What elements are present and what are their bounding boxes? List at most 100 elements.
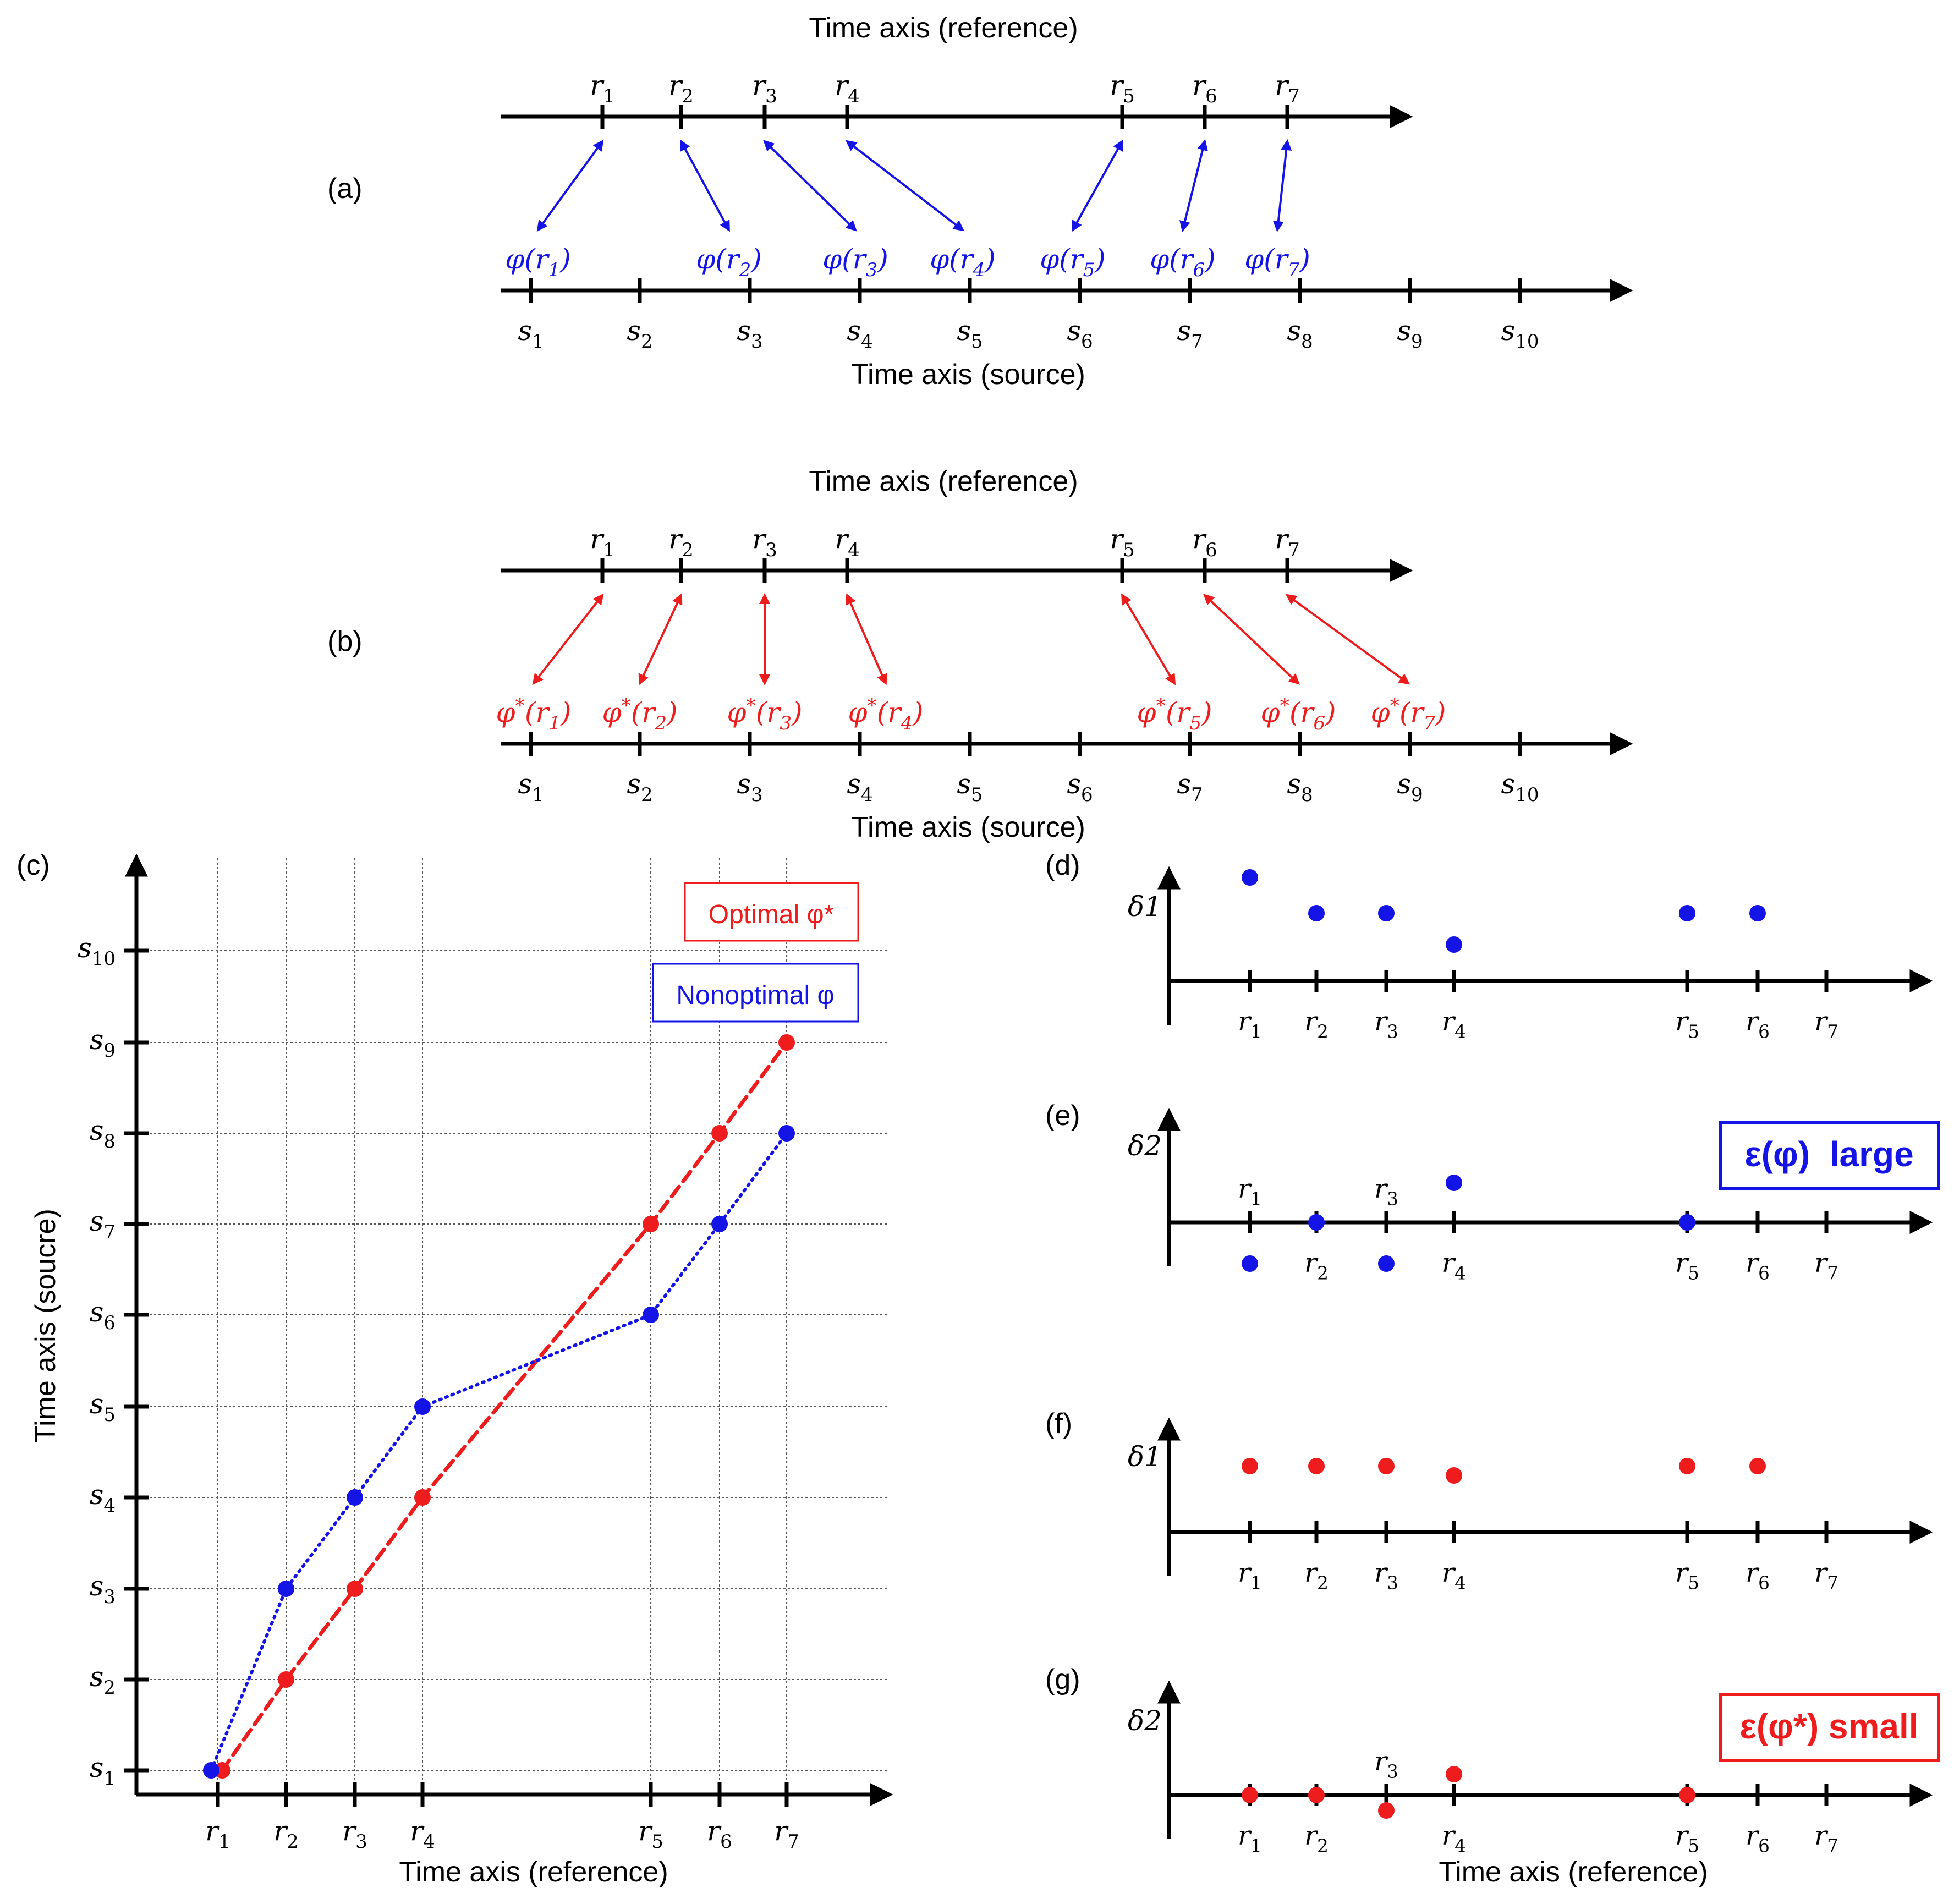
e-point bbox=[1308, 1214, 1325, 1231]
panel-label-d: (d) bbox=[1045, 849, 1080, 881]
optimal-path-line bbox=[220, 1040, 789, 1773]
b-src-tick-label: s5 bbox=[957, 768, 983, 806]
a-mapping-label: φ(r7) bbox=[1244, 243, 1310, 281]
panel-label-a: (a) bbox=[327, 173, 363, 205]
error-small-box bbox=[1719, 1693, 1940, 1762]
a-mapping-label: φ(r3) bbox=[822, 243, 888, 281]
a-src-tick-label: s4 bbox=[847, 315, 872, 353]
optimal-point bbox=[643, 1216, 659, 1232]
d-tick-label: r3 bbox=[1374, 1006, 1398, 1042]
e-point bbox=[1242, 1255, 1258, 1272]
c-x-tick-label: r4 bbox=[410, 1815, 435, 1853]
b-ref-tick-label: r4 bbox=[835, 523, 860, 561]
nonoptimal-path-line bbox=[210, 1132, 788, 1772]
e-point bbox=[1446, 1175, 1462, 1191]
b-mapping-arrow bbox=[1203, 594, 1300, 685]
optimal-point bbox=[778, 1034, 795, 1051]
b-ref-tick-label: r6 bbox=[1192, 523, 1217, 561]
b-mapping-label: φ*(r2) bbox=[602, 695, 677, 735]
source-axis-title-a: Time axis (source) bbox=[851, 359, 1085, 391]
b-src-tick-label: s8 bbox=[1287, 768, 1313, 806]
b-mapping-arrow bbox=[638, 593, 683, 685]
d-point bbox=[1679, 905, 1695, 921]
c-y-tick-label: s4 bbox=[90, 1479, 116, 1517]
b-ref-tick-label: r7 bbox=[1275, 523, 1300, 561]
c-x-axis-title: Time axis (reference) bbox=[399, 1856, 668, 1888]
a-mapping-label: φ(r2) bbox=[696, 243, 762, 281]
d-tick-label: r4 bbox=[1442, 1006, 1466, 1042]
delta2-label-g: δ2 bbox=[1128, 1705, 1162, 1737]
e-tick-label: r4 bbox=[1442, 1248, 1466, 1283]
b-mapping-label: φ*(r6) bbox=[1260, 695, 1336, 735]
d-tick-label: r5 bbox=[1675, 1006, 1699, 1042]
f-tick-label: r1 bbox=[1238, 1557, 1262, 1593]
source-axis-title-b: Time axis (source) bbox=[851, 811, 1085, 843]
b-mapping-arrow bbox=[846, 593, 887, 685]
b-ref-tick-label: r3 bbox=[752, 523, 777, 561]
b-src-tick-label: s7 bbox=[1177, 768, 1203, 806]
g-tick-label: r6 bbox=[1746, 1820, 1770, 1856]
a-mapping-arrow bbox=[763, 140, 857, 232]
b-mapping-arrow bbox=[532, 593, 604, 685]
g-x-axis-title: Time axis (reference) bbox=[1439, 1856, 1708, 1888]
panel-label-b: (b) bbox=[327, 625, 363, 657]
c-x-tick-label: r6 bbox=[707, 1815, 732, 1853]
d-point bbox=[1446, 936, 1462, 953]
a-mapping-arrow bbox=[1072, 139, 1123, 232]
e-point bbox=[1679, 1214, 1695, 1231]
a-ref-tick-label: r4 bbox=[835, 69, 860, 107]
b-mapping-arrow bbox=[1121, 593, 1176, 685]
panel-label-e: (e) bbox=[1045, 1100, 1080, 1132]
panel-c-warping-path-chart: (c) r1 r2 r3 r4 r5 r6 r7s1s2s3s4s5s6s7s8s9s10 … bbox=[17, 849, 893, 1888]
b-src-tick-label: s6 bbox=[1067, 768, 1093, 806]
e-tick-label: r2 bbox=[1304, 1248, 1329, 1283]
optimal-point bbox=[347, 1581, 363, 1597]
g-point bbox=[1378, 1802, 1395, 1819]
a-mapping-label: φ(r5) bbox=[1040, 243, 1106, 281]
a-ref-tick-label: r5 bbox=[1110, 69, 1135, 107]
error-large-label: ε(φ) large bbox=[1744, 1134, 1913, 1174]
b-mapping-label: φ*(r7) bbox=[1370, 695, 1446, 735]
d-tick-label: r6 bbox=[1746, 1006, 1770, 1042]
a-mapping-label: φ(r6) bbox=[1150, 243, 1216, 281]
d-tick-label: r1 bbox=[1238, 1006, 1262, 1042]
e-point bbox=[1378, 1255, 1395, 1272]
d-tick-label: r2 bbox=[1304, 1006, 1329, 1042]
b-mapping-label: φ*(r1) bbox=[496, 695, 571, 735]
g-tick-label: r1 bbox=[1238, 1820, 1262, 1856]
legend-optimal-label: Optimal φ* bbox=[709, 900, 835, 929]
error-small-label: ε(φ*) small bbox=[1739, 1707, 1918, 1746]
e-tick-label: r6 bbox=[1746, 1248, 1770, 1283]
d-tick-label: r7 bbox=[1814, 1006, 1838, 1042]
e-tick-label: r7 bbox=[1814, 1248, 1838, 1283]
f-tick-label: r2 bbox=[1304, 1557, 1329, 1593]
f-tick-label: r4 bbox=[1442, 1557, 1466, 1593]
panel-d: (d) δ1 bbox=[1045, 849, 1162, 923]
a-src-tick-label: s5 bbox=[957, 315, 983, 353]
g-point bbox=[1242, 1787, 1258, 1803]
c-y-tick-label: s1 bbox=[90, 1752, 116, 1790]
panel-label-f: (f) bbox=[1045, 1408, 1072, 1440]
f-tick-label: r3 bbox=[1374, 1557, 1398, 1593]
g-tick-label: r3 bbox=[1374, 1746, 1398, 1782]
legend-nonoptimal-label: Nonoptimal φ bbox=[676, 981, 834, 1010]
b-ref-tick-label: r2 bbox=[668, 523, 694, 561]
panel-a: (a) Time axis (reference) Time axis (sou… bbox=[327, 12, 1633, 391]
b-mapping-arrow bbox=[1285, 594, 1410, 685]
a-ref-tick-label: r2 bbox=[668, 69, 694, 107]
f-point bbox=[1446, 1467, 1462, 1484]
a-ref-tick-label: r3 bbox=[752, 69, 777, 107]
b-mapping-label: φ*(r5) bbox=[1137, 695, 1212, 735]
c-y-tick-label: s10 bbox=[78, 932, 116, 970]
c-x-tick-label: r3 bbox=[342, 1815, 367, 1853]
g-tick-label: r5 bbox=[1675, 1820, 1699, 1856]
c-y-tick-label: s7 bbox=[90, 1205, 116, 1243]
e-tick-label: r1 bbox=[1238, 1173, 1262, 1209]
panel-f: (f) δ1 bbox=[1045, 1408, 1162, 1473]
optimal-point bbox=[278, 1671, 294, 1688]
b-mapping-label: φ*(r4) bbox=[848, 695, 923, 735]
nonoptimal-point bbox=[778, 1125, 795, 1142]
d-point bbox=[1749, 905, 1766, 921]
c-y-tick-label: s3 bbox=[90, 1570, 116, 1608]
a-ref-tick-label: r1 bbox=[590, 69, 615, 107]
